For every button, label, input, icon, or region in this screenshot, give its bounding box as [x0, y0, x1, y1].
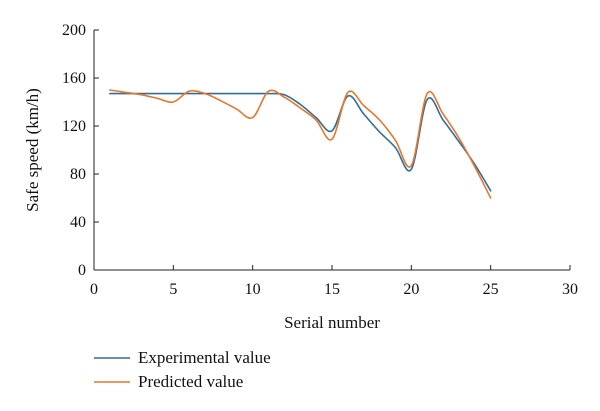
series-line-predicted-value [109, 89, 492, 199]
series-line-experimental-value [109, 92, 492, 192]
axes [93, 30, 570, 271]
legend-label-experimental-value: Experimental value [138, 348, 271, 367]
x-tick-label: 0 [90, 281, 98, 298]
legend-label-predicted-value: Predicted value [138, 372, 243, 391]
y-tick-label: 0 [78, 262, 86, 279]
y-tick-label: 40 [70, 214, 86, 231]
y-tick-label: 120 [62, 118, 86, 135]
y-axis-label: Safe speed (km/h) [23, 88, 42, 212]
y-tick-label: 200 [62, 22, 86, 39]
x-axis-label: Serial number [284, 313, 380, 332]
x-tick-label: 30 [562, 281, 578, 298]
x-ticks: 0 5 10 15 20 25 30 [90, 265, 578, 298]
x-tick-label: 15 [324, 281, 340, 298]
x-tick-label: 25 [483, 281, 499, 298]
y-tick-label: 160 [62, 70, 86, 87]
x-tick-label: 5 [169, 281, 177, 298]
y-tick-label: 80 [70, 166, 86, 183]
y-ticks: 0 40 80 120 160 200 [62, 22, 99, 279]
legend: Experimental value Predicted value [94, 348, 271, 391]
series-lines [109, 89, 492, 199]
x-tick-label: 10 [245, 281, 261, 298]
x-tick-label: 20 [403, 281, 419, 298]
